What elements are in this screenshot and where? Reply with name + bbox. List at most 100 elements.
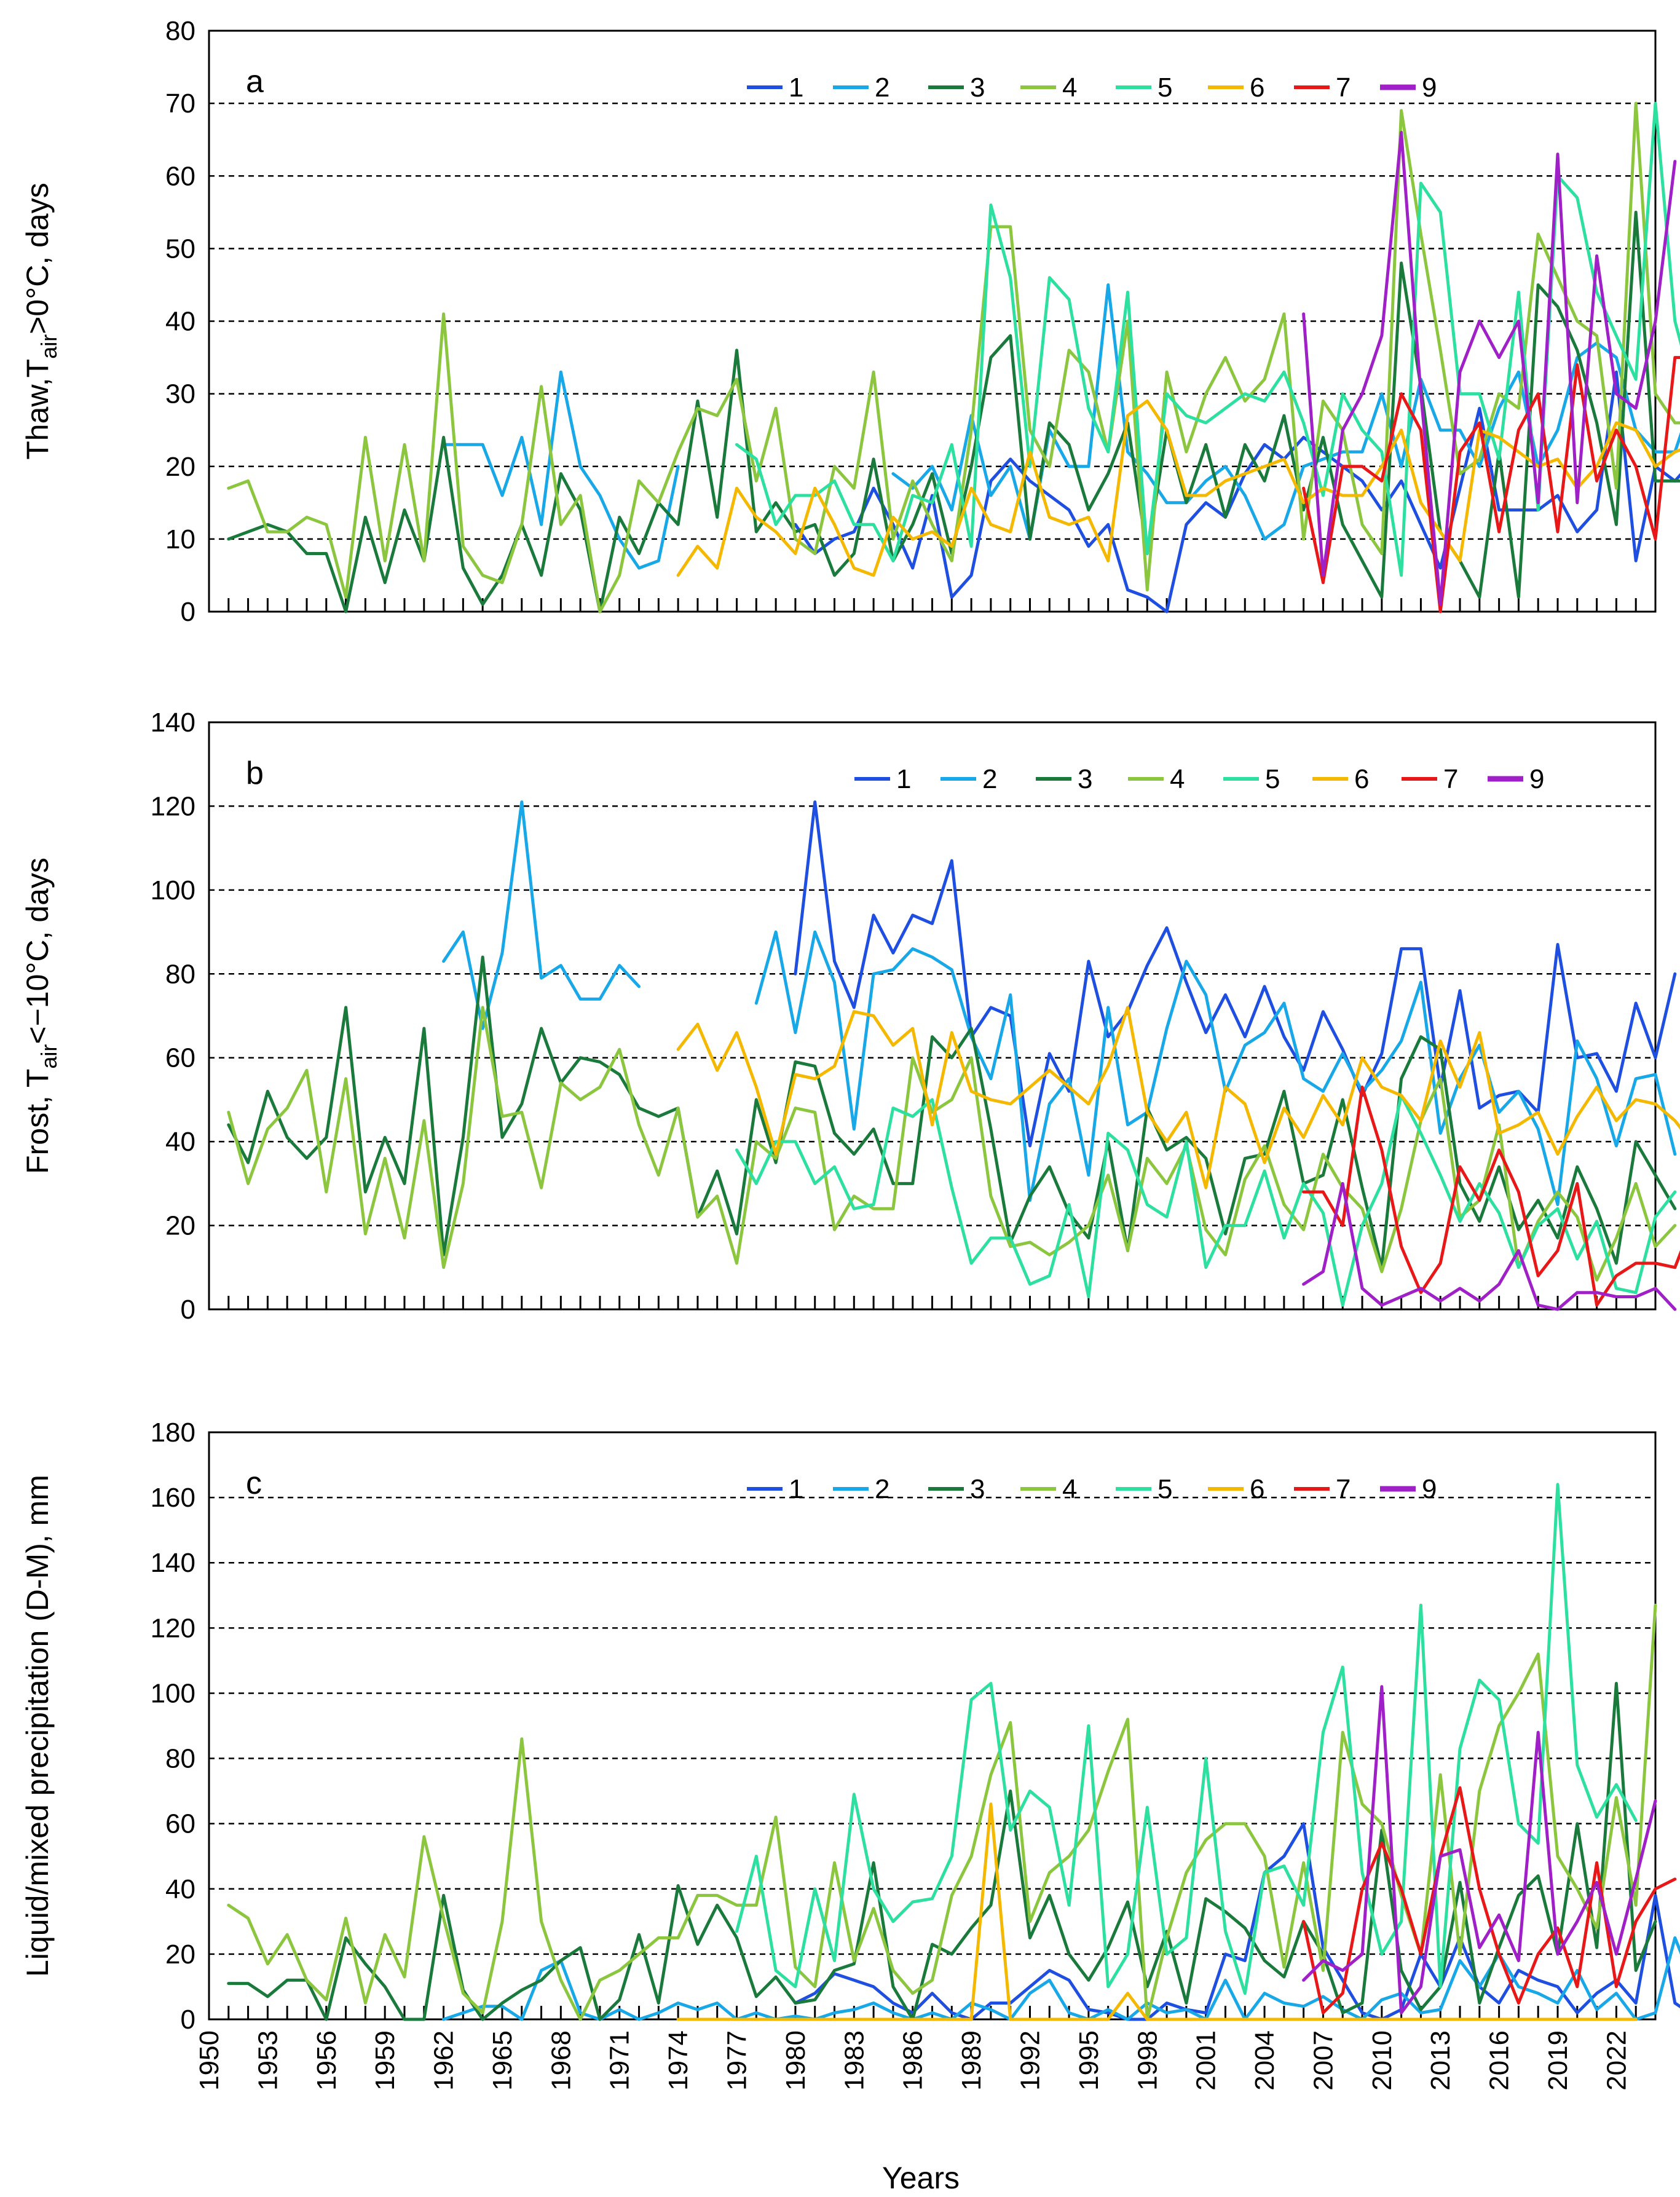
y-axis-title-subscript: air: [36, 334, 61, 359]
x-tick-label: 2007: [1308, 2030, 1338, 2091]
panel-letter: a: [246, 64, 264, 100]
y-tick-label: 160: [151, 1483, 195, 1513]
legend-label-3: 3: [970, 1474, 985, 1504]
y-tick-label: 60: [165, 1809, 195, 1839]
series-line-5: [735, 1483, 1638, 1995]
x-tick-label: 2013: [1426, 2030, 1456, 2091]
y-tick-label: 30: [165, 379, 195, 409]
y-axis-title: Frost, Tair<−10°C, days: [20, 858, 61, 1174]
series-line-2: [442, 800, 1677, 1206]
panel-b-frost-days: 0 20 40 60 80 100 120 140 1 2 3 4 5 6 7 9 b Frost, Tair<−…: [20, 708, 1680, 1325]
legend-label-6: 6: [1250, 1474, 1264, 1504]
x-tick-label: 2022: [1601, 2030, 1631, 2091]
legend-label-7: 7: [1443, 764, 1458, 794]
legend-label-9: 9: [1422, 1474, 1437, 1504]
legend-label-6: 6: [1354, 764, 1369, 794]
legend-label-7: 7: [1336, 1474, 1351, 1504]
legend-label-9: 9: [1422, 73, 1437, 103]
y-tick-label: 80: [165, 959, 195, 989]
x-tick-label: 2004: [1250, 2030, 1280, 2091]
legend-label-5: 5: [1157, 73, 1172, 103]
legend-label-7: 7: [1336, 73, 1351, 103]
y-tick-label: 60: [165, 1043, 195, 1073]
x-tick-label: 1965: [487, 2030, 518, 2091]
y-tick-label: 20: [165, 452, 195, 482]
y-tick-label: 120: [151, 791, 195, 821]
legend-label-2: 2: [875, 1474, 889, 1504]
y-axis-title-main: Liquid/mixed precipitation (D-M), mm: [20, 1475, 55, 1977]
series-line-3: [227, 955, 1677, 1269]
x-tick-label: 2001: [1191, 2030, 1221, 2091]
x-axis-title: Years: [882, 2161, 960, 2195]
y-tick-label: 120: [151, 1613, 195, 1643]
y-tick-label: 40: [165, 1874, 195, 1904]
x-tick-label: 1956: [312, 2030, 342, 2091]
x-tick-label: 1995: [1074, 2030, 1104, 2091]
y-tick-label: 40: [165, 1127, 195, 1157]
legend-label-5: 5: [1157, 1474, 1172, 1504]
y-tick-label: 140: [151, 708, 195, 738]
legend-label-2: 2: [982, 764, 997, 794]
x-tick-label: 1971: [605, 2030, 635, 2091]
y-tick-label: 80: [165, 1744, 195, 1774]
x-tick-label: 1968: [546, 2030, 576, 2091]
y-tick-label: 0: [181, 597, 195, 627]
x-tick-label: 1983: [839, 2030, 869, 2091]
plot-frame: [208, 721, 1657, 1311]
y-tick-label: 180: [151, 1418, 195, 1448]
x-tick-label: 2019: [1543, 2030, 1573, 2091]
series-line-9: [1302, 1685, 1657, 2014]
x-tick-label: 1953: [253, 2030, 283, 2091]
legend-label-1: 1: [896, 764, 911, 794]
y-tick-label: 80: [165, 16, 195, 46]
legend-label-3: 3: [1078, 764, 1092, 794]
legend-label-1: 1: [789, 1474, 803, 1504]
series-line-9: [1302, 130, 1677, 606]
series-line-6: [676, 1802, 1638, 2021]
x-tick-label: 1962: [429, 2030, 459, 2091]
series-line-9: [1302, 1181, 1677, 1311]
series-line-1: [794, 1822, 1680, 2021]
y-axis-title-rest: <−10°C, days: [20, 858, 55, 1044]
y-tick-label: 0: [181, 2005, 195, 2035]
x-tick-label: 1998: [1132, 2030, 1162, 2091]
y-tick-label: 100: [151, 1678, 195, 1708]
legend-label-9: 9: [1529, 764, 1544, 794]
series-line-5: [735, 1094, 1677, 1307]
y-axis-title-subscript: air: [36, 1044, 61, 1069]
y-tick-label: 20: [165, 1939, 195, 1970]
legend-label-4: 4: [1062, 73, 1077, 103]
legend-label-2: 2: [875, 73, 889, 103]
y-tick-label: 50: [165, 234, 195, 264]
panel-letter: c: [246, 1465, 262, 1501]
legend-label-1: 1: [789, 73, 803, 103]
y-tick-label: 40: [165, 307, 195, 337]
x-tick-label: 1986: [898, 2030, 928, 2091]
x-tick-label: 1977: [722, 2030, 752, 2091]
y-axis-title-rest: >0°C, days: [20, 183, 55, 334]
series-line-6: [676, 1006, 1680, 1189]
legend-label-3: 3: [970, 73, 985, 103]
y-tick-label: 20: [165, 1211, 195, 1241]
panel-letter: b: [246, 755, 264, 791]
x-tick-label: 1989: [956, 2030, 987, 2091]
series-line-1: [794, 800, 1677, 1148]
series-line-4: [227, 1006, 1677, 1282]
y-tick-label: 10: [165, 524, 195, 554]
x-tick-label: 1974: [663, 2030, 693, 2091]
y-tick-label: 100: [151, 875, 195, 905]
series-line-7: [1302, 356, 1680, 613]
y-tick-label: 0: [181, 1295, 195, 1325]
y-axis-title-main: Thaw,T: [20, 359, 55, 460]
y-tick-label: 70: [165, 89, 195, 119]
x-tick-label: 1980: [781, 2030, 811, 2091]
y-tick-label: 140: [151, 1548, 195, 1578]
series-line-7: [1302, 1086, 1680, 1307]
panel-c-liquid-precipitation: 0 20 40 60 80 100 120 140 160 180 1 2 3 4 5 6 7 9 c Liquid/…: [20, 1418, 1680, 2035]
legend-label-4: 4: [1170, 764, 1185, 794]
series-line-1: [794, 370, 1680, 613]
legend-label-6: 6: [1250, 73, 1264, 103]
y-axis-title: Liquid/mixed precipitation (D-M), mm: [20, 1475, 55, 1977]
legend-label-5: 5: [1265, 764, 1280, 794]
series-line-7: [1302, 1786, 1677, 2014]
